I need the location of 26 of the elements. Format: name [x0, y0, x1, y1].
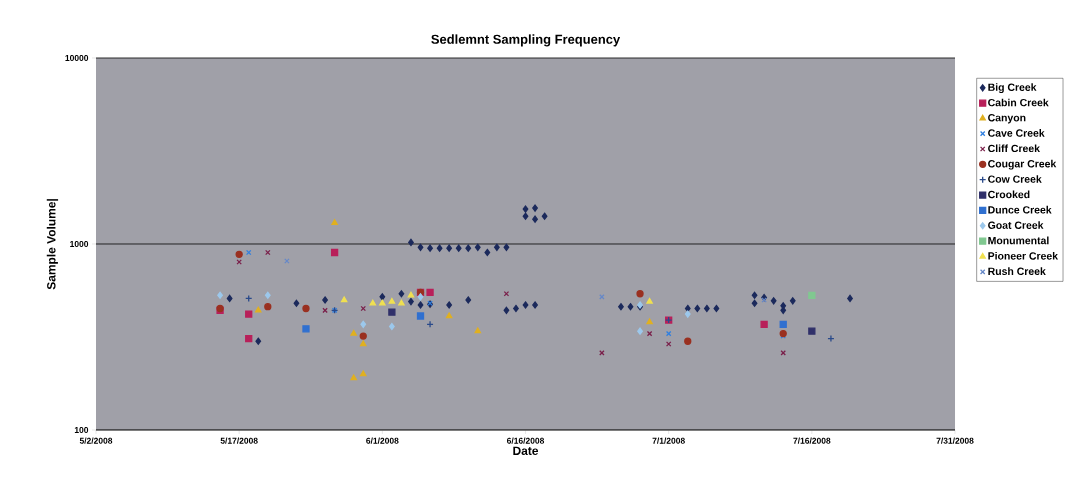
- legend-label: Monumental: [988, 236, 1049, 245]
- x-tick-label: 5/17/2008: [220, 437, 258, 444]
- x-tick-label: 7/16/2008: [793, 437, 831, 444]
- legend-label: Canyon: [988, 114, 1026, 124]
- legend-label: Cow Creek: [988, 175, 1042, 183]
- legend-label: Goat Creek: [988, 221, 1044, 229]
- legend-label: Big Creek: [988, 83, 1037, 94]
- legend-label: Dunce Creek: [988, 205, 1052, 214]
- legend-label: Cliff Creek: [988, 144, 1040, 153]
- legend-label: Rush Creek: [988, 267, 1046, 275]
- x-tick-label: 6/1/2008: [366, 437, 399, 444]
- legend-label: Cougar Creek: [988, 159, 1057, 170]
- x-tick-label: 7/31/2008: [936, 437, 974, 444]
- legend-label: Cave Creek: [988, 129, 1045, 137]
- legend-label: Crooked: [988, 190, 1030, 199]
- x-tick-label: 5/2/2008: [79, 437, 113, 444]
- y-tick-label: 10000: [65, 55, 89, 61]
- chart-title: Sedlemnt Sampling Frequency: [431, 34, 621, 47]
- y-tick-label: 100: [74, 427, 89, 433]
- x-tick-label: 7/1/2008: [652, 437, 685, 444]
- y-axis-title: Sample Volume|: [46, 199, 59, 290]
- legend-label: Pioneer Creek: [988, 251, 1059, 260]
- x-tick-label: 6/16/2008: [506, 437, 545, 444]
- y-tick-label: 1000: [70, 241, 89, 247]
- x-axis-title: Date: [513, 446, 539, 455]
- legend-label: Cabin Creek: [988, 98, 1049, 107]
